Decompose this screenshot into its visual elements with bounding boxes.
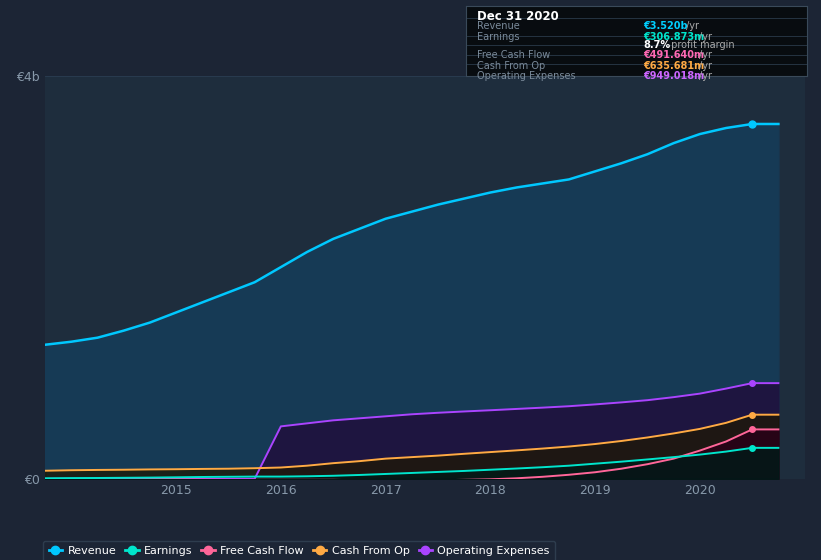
Text: Cash From Op: Cash From Op [476, 61, 545, 71]
Text: Operating Expenses: Operating Expenses [476, 71, 576, 81]
Text: /yr: /yr [699, 71, 712, 81]
Text: Earnings: Earnings [476, 31, 519, 41]
Text: Free Cash Flow: Free Cash Flow [476, 50, 550, 60]
Text: €3.520b: €3.520b [644, 21, 688, 31]
Text: /yr: /yr [699, 61, 712, 71]
Text: /yr: /yr [699, 31, 712, 41]
Text: 8.7%: 8.7% [644, 40, 671, 50]
Text: /yr: /yr [699, 50, 712, 60]
Text: /yr: /yr [686, 21, 699, 31]
Text: €949.018m: €949.018m [644, 71, 704, 81]
Text: €306.873m: €306.873m [644, 31, 704, 41]
Text: Dec 31 2020: Dec 31 2020 [476, 11, 558, 24]
Text: profit margin: profit margin [668, 40, 735, 50]
Text: Revenue: Revenue [476, 21, 520, 31]
Text: €491.640m: €491.640m [644, 50, 704, 60]
Text: €635.681m: €635.681m [644, 61, 704, 71]
Legend: Revenue, Earnings, Free Cash Flow, Cash From Op, Operating Expenses: Revenue, Earnings, Free Cash Flow, Cash … [44, 541, 555, 560]
